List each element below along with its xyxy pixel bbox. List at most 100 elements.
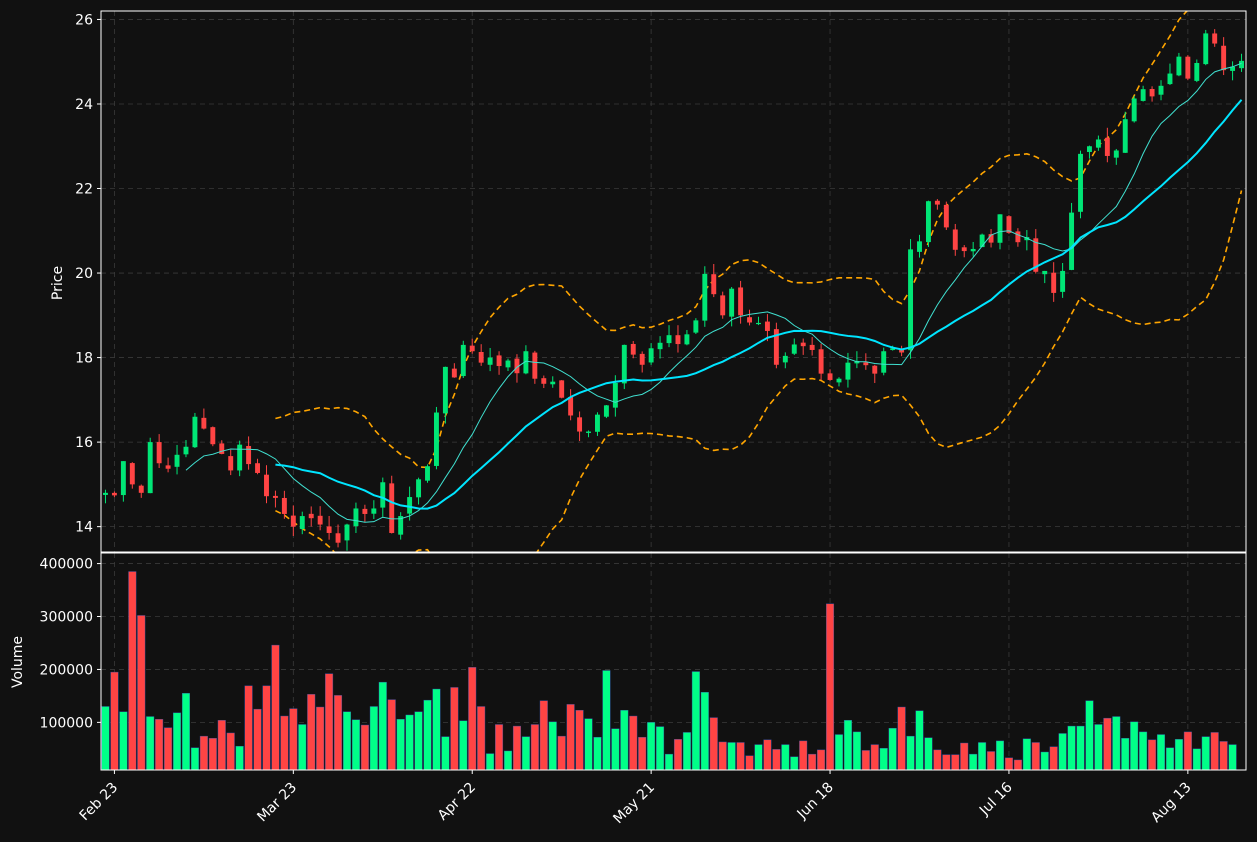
candle-body: [156, 442, 162, 464]
volume-bar: [951, 754, 960, 770]
volume-tick-label: 100000: [40, 715, 93, 731]
candle-body: [1060, 270, 1066, 292]
candle-body: [210, 427, 216, 445]
volume-bar: [745, 755, 754, 770]
volume-bar: [843, 720, 852, 770]
volume-bar: [834, 734, 843, 770]
moving-average-slow-line: [275, 99, 1243, 510]
volume-bar: [1085, 700, 1094, 770]
volume-bar: [826, 603, 835, 770]
candle-body: [1140, 89, 1146, 101]
candle-body: [988, 234, 994, 243]
candle-body: [684, 334, 690, 345]
candle-body: [961, 247, 967, 252]
volume-bar: [181, 693, 190, 770]
candle-body: [129, 463, 135, 485]
volume-bar: [790, 756, 799, 770]
volume-bar: [468, 667, 477, 770]
volume-bar: [307, 694, 316, 770]
moving-average-fast-line: [185, 62, 1242, 523]
candle-body: [487, 357, 493, 365]
candle-body: [639, 353, 645, 365]
candle-body: [791, 344, 797, 354]
volume-bar: [852, 731, 861, 770]
candle-body: [1069, 212, 1075, 270]
volume-bar: [718, 741, 727, 770]
price-axis-title: Price: [50, 266, 66, 300]
candle-body: [1033, 238, 1039, 272]
volume-bar: [495, 724, 504, 770]
volume-bar: [942, 754, 951, 770]
volume-bar: [512, 725, 521, 770]
candle-body: [138, 485, 144, 493]
candle-body: [979, 234, 985, 248]
candle-body: [782, 355, 788, 363]
volume-bar: [405, 714, 414, 770]
volume-bar: [387, 699, 396, 770]
candle-body: [111, 492, 117, 496]
volume-bar: [342, 711, 351, 770]
volume-tick-label: 300000: [40, 610, 93, 626]
candle-body: [1104, 137, 1110, 156]
volume-bar: [280, 715, 289, 770]
candle-body: [1122, 119, 1128, 153]
candle-body: [997, 214, 1003, 243]
volume-bar: [978, 742, 987, 770]
price-tick-label: 16: [75, 435, 93, 451]
candle-body: [917, 241, 922, 252]
candle-body: [702, 273, 708, 321]
volume-bar: [334, 695, 343, 770]
price-panel-background: [101, 11, 1246, 552]
candle-body: [747, 317, 752, 323]
volume-bar: [217, 720, 226, 770]
volume-bar: [369, 706, 378, 770]
volume-bar: [1004, 757, 1013, 770]
volume-bar: [486, 753, 495, 770]
volume-panel-frame: [100, 552, 1247, 771]
volume-bar: [1094, 724, 1103, 770]
price-axis-ticks: 14 16 18 20 22 24 26: [75, 12, 101, 536]
volume-bar: [173, 712, 182, 770]
candle-body: [773, 329, 779, 365]
volume-bar: [682, 732, 691, 770]
volume-bar: [754, 744, 763, 770]
candle-body: [612, 382, 618, 408]
volume-bar: [244, 685, 253, 770]
candle-body: [380, 482, 386, 508]
candle-body: [103, 492, 108, 495]
volume-bar: [432, 688, 441, 770]
volume-bar: [521, 736, 530, 770]
volume-bar: [1157, 734, 1166, 770]
candle-body: [881, 351, 887, 373]
volume-bar: [351, 719, 360, 770]
volume-bar: [888, 727, 897, 770]
candle-body: [183, 446, 189, 455]
candle-body: [764, 321, 770, 331]
volume-bar: [1067, 725, 1076, 770]
candle-body: [559, 380, 565, 398]
volume-bar: [1013, 759, 1022, 770]
volume-bar: [119, 711, 128, 770]
volume-bar: [459, 720, 468, 770]
volume-bar: [539, 700, 548, 770]
price-tick-label: 20: [75, 266, 93, 282]
volume-bar: [199, 735, 208, 770]
candle-body: [934, 200, 940, 205]
volume-bar: [870, 744, 879, 770]
volume-bar: [155, 718, 164, 770]
volume-bar: [441, 736, 450, 770]
volume-bar: [1040, 751, 1049, 770]
volume-bar: [450, 687, 459, 770]
volume-bar: [360, 724, 369, 770]
volume-tick-label: 400000: [40, 557, 93, 573]
candle-body: [1212, 33, 1218, 44]
candle-body: [899, 349, 905, 353]
candle-body: [416, 479, 422, 498]
volume-bar: [772, 749, 781, 770]
candle-body: [836, 378, 842, 383]
volume-bar: [1210, 732, 1219, 770]
volume-bar: [665, 753, 674, 770]
candle-body: [1176, 56, 1182, 76]
candle-body: [389, 483, 395, 533]
candle-body: [335, 533, 341, 543]
